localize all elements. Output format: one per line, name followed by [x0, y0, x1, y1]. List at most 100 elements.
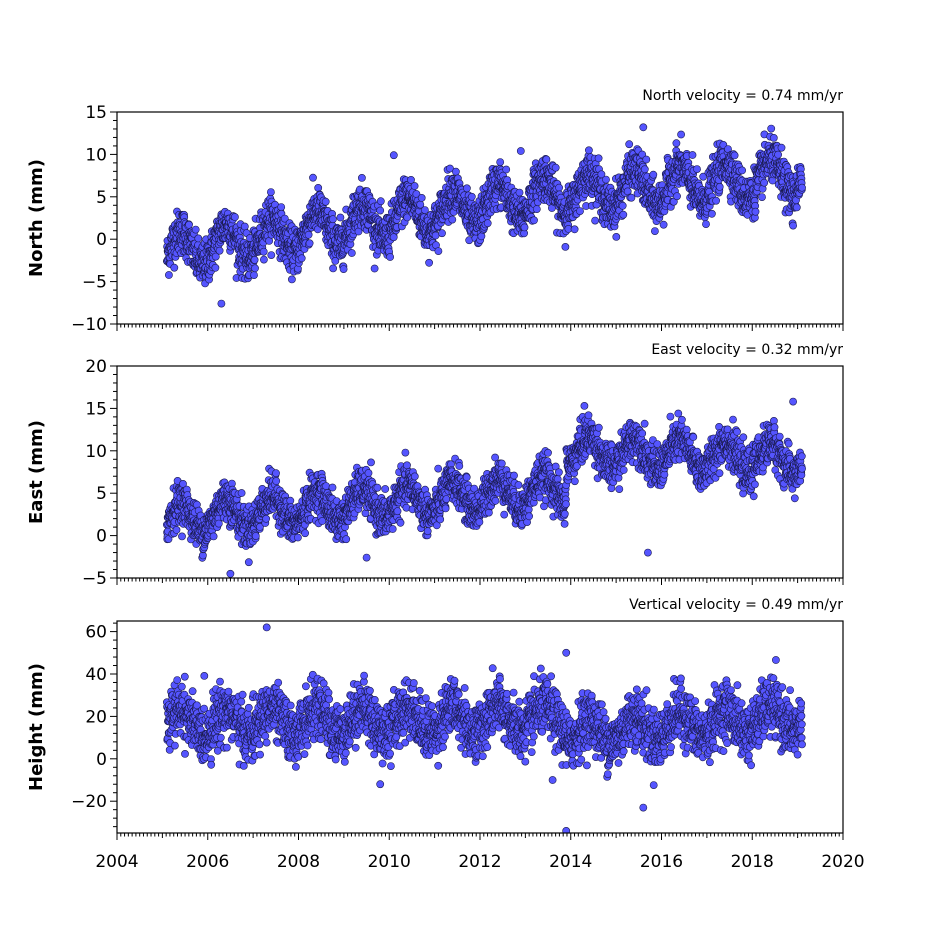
data-point [336, 213, 345, 222]
data-point [551, 163, 560, 172]
data-point [301, 529, 309, 538]
data-point [441, 504, 450, 513]
data-point [214, 519, 223, 528]
data-point [672, 139, 681, 148]
data-point [792, 203, 801, 212]
data-point [591, 216, 599, 225]
data-point [438, 229, 446, 238]
data-point [693, 165, 701, 173]
data-point [347, 249, 356, 257]
data-point [321, 197, 330, 206]
data-point [767, 124, 776, 133]
data-point [259, 247, 268, 256]
north-points [162, 123, 806, 308]
east-points [162, 397, 806, 578]
data-point [393, 507, 402, 516]
data-point [673, 192, 681, 201]
data-point [342, 535, 351, 544]
data-point [420, 206, 429, 214]
data-point [389, 233, 398, 242]
data-point [211, 252, 220, 261]
data-point [640, 165, 649, 174]
data-point [502, 165, 511, 174]
y-tick-label: 15 [85, 103, 107, 123]
data-point [251, 264, 259, 273]
data-point [659, 220, 668, 229]
data-point [286, 496, 295, 505]
data-point [314, 183, 323, 192]
data-point [280, 214, 289, 223]
data-point [758, 193, 766, 201]
data-point [267, 251, 276, 259]
data-point [594, 154, 603, 163]
data-point [448, 215, 457, 224]
data-point [381, 485, 390, 493]
data-point [520, 223, 529, 232]
data-point [305, 239, 314, 248]
north-velocity-label: North velocity = 0.74 mm/yr [642, 88, 843, 104]
data-point [708, 209, 716, 218]
data-point [259, 255, 268, 264]
data-point [688, 151, 697, 159]
data-point [287, 275, 296, 284]
y-tick-label: −5 [82, 273, 107, 293]
data-point [178, 532, 186, 541]
data-point [570, 225, 579, 234]
outlier-point [789, 221, 797, 230]
data-point [561, 242, 570, 251]
outlier-point [389, 151, 398, 160]
data-point [322, 482, 330, 490]
data-point [164, 271, 173, 279]
data-point [618, 201, 627, 210]
outlier-point [516, 147, 525, 155]
data-point [677, 130, 685, 139]
data-point [702, 220, 710, 228]
data-point [364, 469, 373, 477]
data-point [455, 462, 464, 470]
data-point [532, 205, 541, 213]
data-point [777, 143, 786, 152]
data-point [262, 514, 270, 523]
data-point [304, 230, 313, 239]
data-point [367, 458, 375, 467]
data-point [328, 483, 337, 492]
data-point [423, 527, 432, 536]
data-point [357, 173, 366, 182]
data-point [712, 196, 720, 205]
data-point [434, 247, 443, 255]
data-point [715, 182, 724, 191]
data-point [496, 158, 505, 166]
data-point [442, 495, 451, 503]
north-axis-label: North (mm) [26, 159, 47, 277]
data-point [483, 219, 492, 228]
data-point [388, 525, 397, 533]
data-point [272, 477, 281, 485]
y-tick-label: −10 [71, 315, 107, 335]
data-point [329, 264, 337, 273]
data-point [462, 473, 471, 482]
data-point [410, 182, 419, 190]
data-point [462, 184, 471, 193]
data-point [585, 146, 593, 155]
data-point [627, 193, 636, 202]
data-point [730, 151, 739, 160]
data-point [774, 150, 782, 159]
data-point [250, 255, 259, 264]
data-point [555, 183, 563, 192]
data-point [209, 532, 218, 541]
data-point [277, 203, 286, 211]
data-point [403, 213, 412, 222]
data-point [328, 215, 337, 224]
y-tick-label: 10 [85, 145, 107, 165]
data-point [576, 207, 584, 215]
data-point [751, 207, 760, 216]
data-point [612, 232, 621, 241]
data-point [386, 253, 394, 261]
y-tick-label: 0 [96, 230, 107, 250]
outlier-point [217, 299, 226, 308]
data-point [401, 448, 410, 457]
data-point [396, 518, 405, 527]
data-point [425, 258, 433, 267]
